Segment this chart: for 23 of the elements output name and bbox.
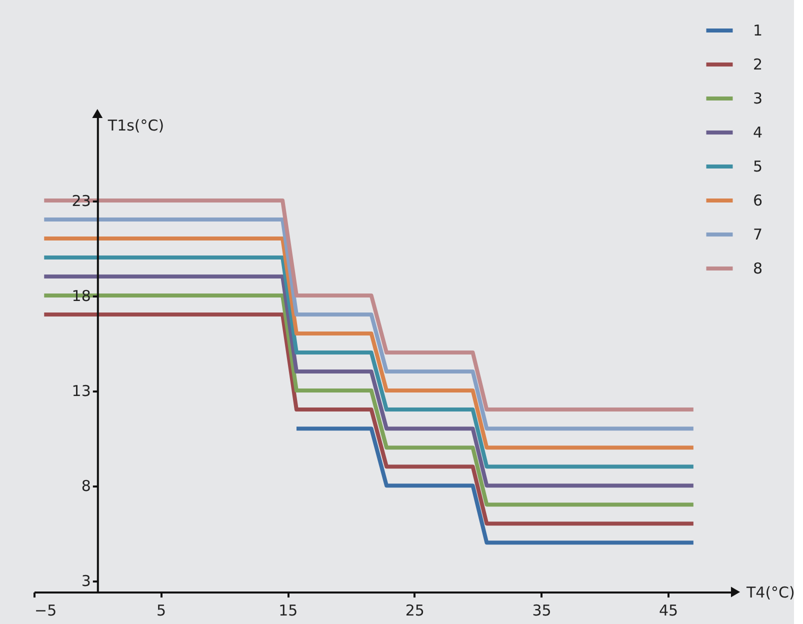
legend-label: 4 <box>753 124 763 142</box>
y-tick-label: 3 <box>81 572 91 590</box>
legend-label: 2 <box>753 56 763 74</box>
line-series <box>42 312 696 526</box>
x-axis-title: T4(°C) <box>746 584 795 602</box>
x-tick-label: 15 <box>278 602 298 620</box>
legend-label: 7 <box>753 226 763 244</box>
x-tick-label: 35 <box>532 602 552 620</box>
legend-label: 6 <box>753 192 763 210</box>
legend-label: 3 <box>753 90 763 108</box>
x-tick-label: −5 <box>34 602 57 620</box>
y-axis-title: T1s(°C) <box>106 116 164 134</box>
line-series <box>42 236 696 450</box>
x-tick-label: 25 <box>405 602 424 620</box>
line-series <box>42 256 696 469</box>
y-tick-label: 8 <box>81 477 91 496</box>
legend-label: 1 <box>753 22 763 40</box>
line-series <box>42 218 696 431</box>
legend-label: 5 <box>753 158 763 176</box>
x-tick-label: 5 <box>156 602 166 620</box>
y-tick-label: 13 <box>72 382 91 400</box>
legend-label: 8 <box>753 260 763 278</box>
x-tick-label: 45 <box>659 602 678 620</box>
